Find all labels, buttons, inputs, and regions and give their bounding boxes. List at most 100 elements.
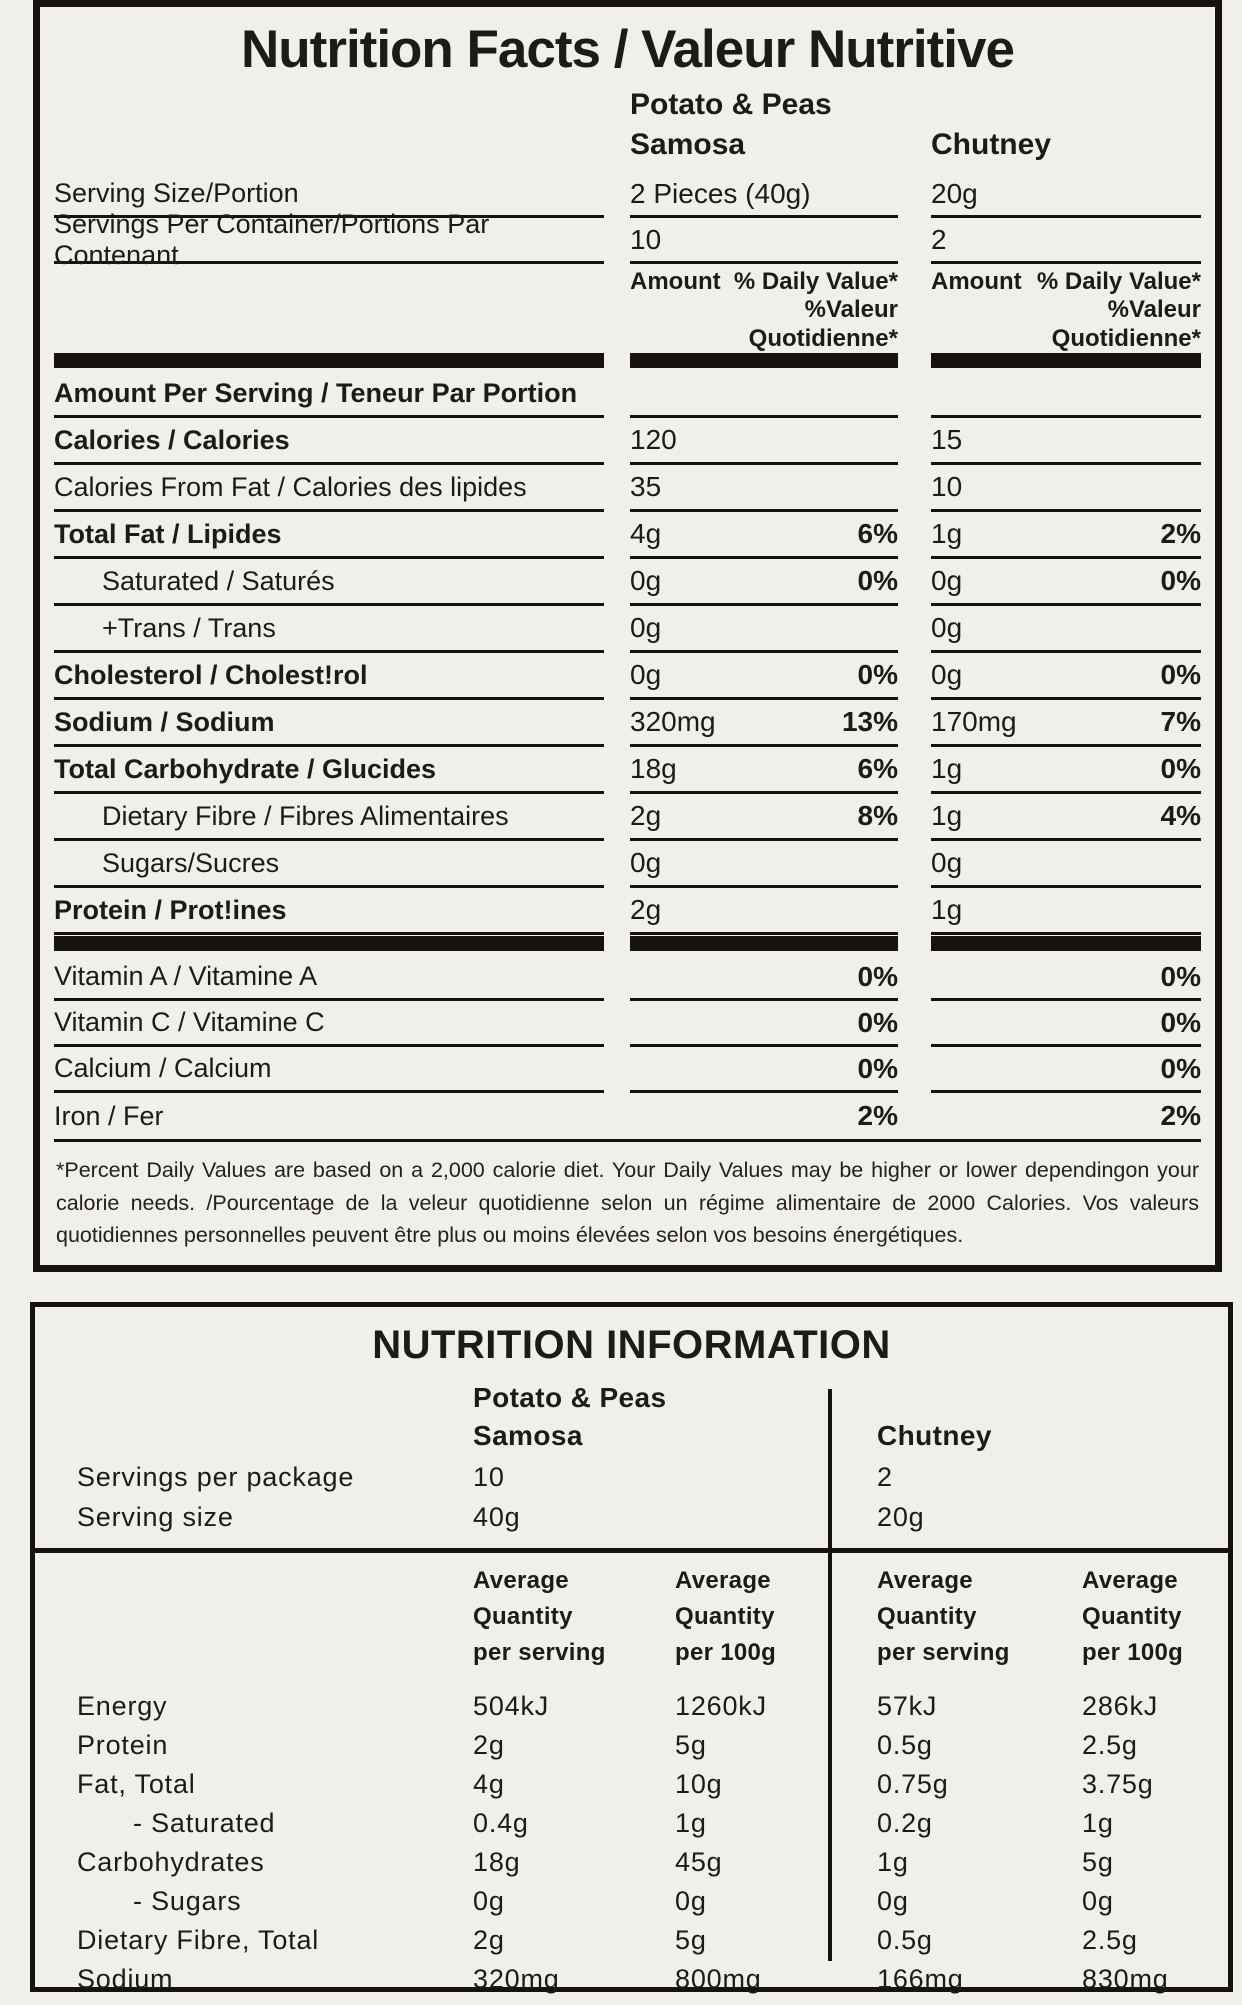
nutrient-label: - Sugars <box>133 1886 242 1916</box>
nutrient-row-sodium: Sodium / Sodium 320mg 13% 170mg 7% <box>54 700 1201 747</box>
samosa-values: 2g 8% <box>630 794 898 841</box>
nutrient-label: Energy <box>77 1691 168 1721</box>
column-gap <box>604 88 630 128</box>
samosa-values: 0% <box>630 955 898 1001</box>
chutney-values: 0% <box>931 1001 1201 1047</box>
product-header-row-2: Samosa Chutney <box>54 128 1201 172</box>
value-header-row: Amount % Daily Value* %Valeur Quotidienn… <box>54 264 1201 352</box>
samosa-per-serving-value: 2g <box>473 1925 505 1955</box>
samosa-per-serving-value: 18g <box>473 1847 521 1877</box>
nutrient-row-trans: +Trans / Trans 0g 0g <box>54 606 1201 653</box>
chutney-per-serving-value: 0g <box>877 1886 909 1916</box>
samosa-per-100g-value: 5g <box>675 1730 707 1760</box>
chutney-per-100g-value: 3.75g <box>1082 1769 1154 1799</box>
chutney-values: 0g <box>931 841 1201 888</box>
chutney-per-100g-header: Average Quantity per 100g <box>1082 1567 1184 1666</box>
samosa-per-100g-value: 5g <box>675 1925 707 1955</box>
nutrient-label: Sugars/Sucres <box>54 841 604 888</box>
chutney-daily-value: 0% <box>1160 960 1201 992</box>
daily-value-footnote: *Percent Daily Values are based on a 2,0… <box>56 1158 1199 1248</box>
nutrient-label: Sodium / Sodium <box>54 700 604 747</box>
panel2-title: NUTRITION INFORMATION <box>372 1323 891 1367</box>
chutney-daily-value: 0% <box>1160 565 1201 596</box>
daily-value-header-line2: %Valeur <box>1107 296 1201 324</box>
nutrient-label: Calories / Calories <box>54 418 604 465</box>
chutney-per-serving-value: 57kJ <box>877 1691 938 1721</box>
samosa-amount: 0g <box>630 612 662 643</box>
daily-value-header-line1: % Daily Value* <box>1036 268 1201 295</box>
nutrient-label: Sodium <box>77 1964 174 1994</box>
samosa-amount: 120 <box>630 424 677 455</box>
nutrient-row-calories: Calories / Calories 120 15 <box>54 418 1201 465</box>
chutney-values: 0g <box>931 606 1201 653</box>
samosa-daily-value: 8% <box>857 800 898 831</box>
samosa-amount: 4g <box>630 518 662 549</box>
nutrient-label: Calories From Fat / Calories des lipides <box>54 465 604 512</box>
chutney-daily-value: 4% <box>1160 800 1201 831</box>
serving-size-chutney: 20g <box>877 1502 925 1532</box>
chutney-per-100g-value: 2.5g <box>1082 1730 1138 1760</box>
vitamin-row-calcium: Calcium / Calcium 0% 0% <box>54 1047 1201 1093</box>
samosa-daily-value: 0% <box>857 1052 898 1084</box>
chutney-per-serving-value: 0.75g <box>877 1769 949 1799</box>
samosa-per-100g-value: 1g <box>675 1808 707 1838</box>
column-divider-line <box>828 1389 832 1961</box>
chutney-amount: 0g <box>931 659 963 690</box>
product-header-row-1: Potato & Peas <box>35 1382 1228 1420</box>
samosa-values: 0g 0% <box>630 653 898 700</box>
servings-per-package-chutney: 2 <box>877 1462 893 1492</box>
chutney-daily-value: 0% <box>1160 753 1201 784</box>
chutney-values: 170mg 7% <box>931 700 1201 747</box>
chutney-daily-value: 0% <box>1160 659 1201 690</box>
serving-size-label: Serving size <box>77 1502 234 1532</box>
chutney-values: 10 <box>931 465 1201 512</box>
daily-value-header-line2: %Valeur <box>804 296 898 324</box>
vitamin-row-vitamin-a: Vitamin A / Vitamine A 0% 0% <box>54 955 1201 1001</box>
chutney-values: 1g 0% <box>931 747 1201 794</box>
nutrient-row-total-fat: Total Fat / Lipides 4g 6% 1g 2% <box>54 512 1201 559</box>
samosa-per-100g-value: 1260kJ <box>675 1691 767 1721</box>
daily-value-header: % Daily Value* %Valeur Quotidienne* <box>734 268 898 352</box>
chutney-daily-value: 0% <box>1160 1052 1201 1084</box>
samosa-daily-value: 6% <box>857 518 898 549</box>
samosa-per-serving-value: 320mg <box>473 1964 560 1994</box>
panel1-title: Nutrition Facts / Valeur Nutritive <box>241 20 1015 79</box>
samosa-amount: 35 <box>630 471 662 502</box>
chutney-amount: 15 <box>931 424 963 455</box>
chutney-per-100g-value: 5g <box>1082 1847 1114 1877</box>
samosa-daily-value: 0% <box>857 1006 898 1038</box>
samosa-values: 0g <box>630 841 898 888</box>
spacer <box>54 88 604 128</box>
serving-size-chutney: 20g <box>931 172 1201 218</box>
samosa-values: 4g 6% <box>630 512 898 559</box>
serving-size-samosa: 2 Pieces (40g) <box>630 172 898 218</box>
samosa-per-100g-value: 800mg <box>675 1964 762 1994</box>
nutrient-row-calories-from-fat: Calories From Fat / Calories des lipides… <box>54 465 1201 512</box>
thick-separator-bar <box>54 936 1201 953</box>
column-gap <box>898 88 931 128</box>
chutney-amount: 10 <box>931 471 963 502</box>
chutney-daily-value: 0% <box>1160 1006 1201 1038</box>
nutrient-label: Saturated / Saturés <box>54 559 604 606</box>
amount-per-serving-row: Amount Per Serving / Teneur Par Portion <box>54 372 1201 418</box>
samosa-per-100g-value: 0g <box>675 1886 707 1916</box>
nutrient-label: Cholesterol / Cholest!rol <box>54 653 604 700</box>
samosa-daily-value: 0% <box>857 565 898 596</box>
samosa-values: 2% <box>630 1093 898 1139</box>
serving-size-samosa: 40g <box>473 1502 521 1532</box>
daily-value-header-line3: Quotidienne* <box>1051 324 1201 352</box>
spacer <box>931 372 1201 418</box>
samosa-per-100g-header: Average Quantity per 100g <box>675 1567 777 1666</box>
product-header-row-2: Samosa Chutney <box>35 1420 1228 1462</box>
chutney-values: 0g 0% <box>931 559 1201 606</box>
samosa-per-100g-value: 45g <box>675 1847 723 1877</box>
nutrient-row-dietary-fibre: Dietary Fibre, Total 2g 5g 0.5g 2.5g <box>35 1921 1228 1960</box>
nutrient-row-protein: Protein / Prot!ines 2g 1g <box>54 888 1201 935</box>
serving-size-label: Serving Size/Portion <box>54 172 604 218</box>
chutney-product-name: Chutney <box>931 128 1051 161</box>
nutrient-row-cholesterol: Cholesterol / Cholest!rol 0g 0% 0g 0% <box>54 653 1201 700</box>
chutney-values: 15 <box>931 418 1201 465</box>
spacer <box>54 264 604 352</box>
nutrient-row-protein: Protein 2g 5g 0.5g 2.5g <box>35 1726 1228 1765</box>
